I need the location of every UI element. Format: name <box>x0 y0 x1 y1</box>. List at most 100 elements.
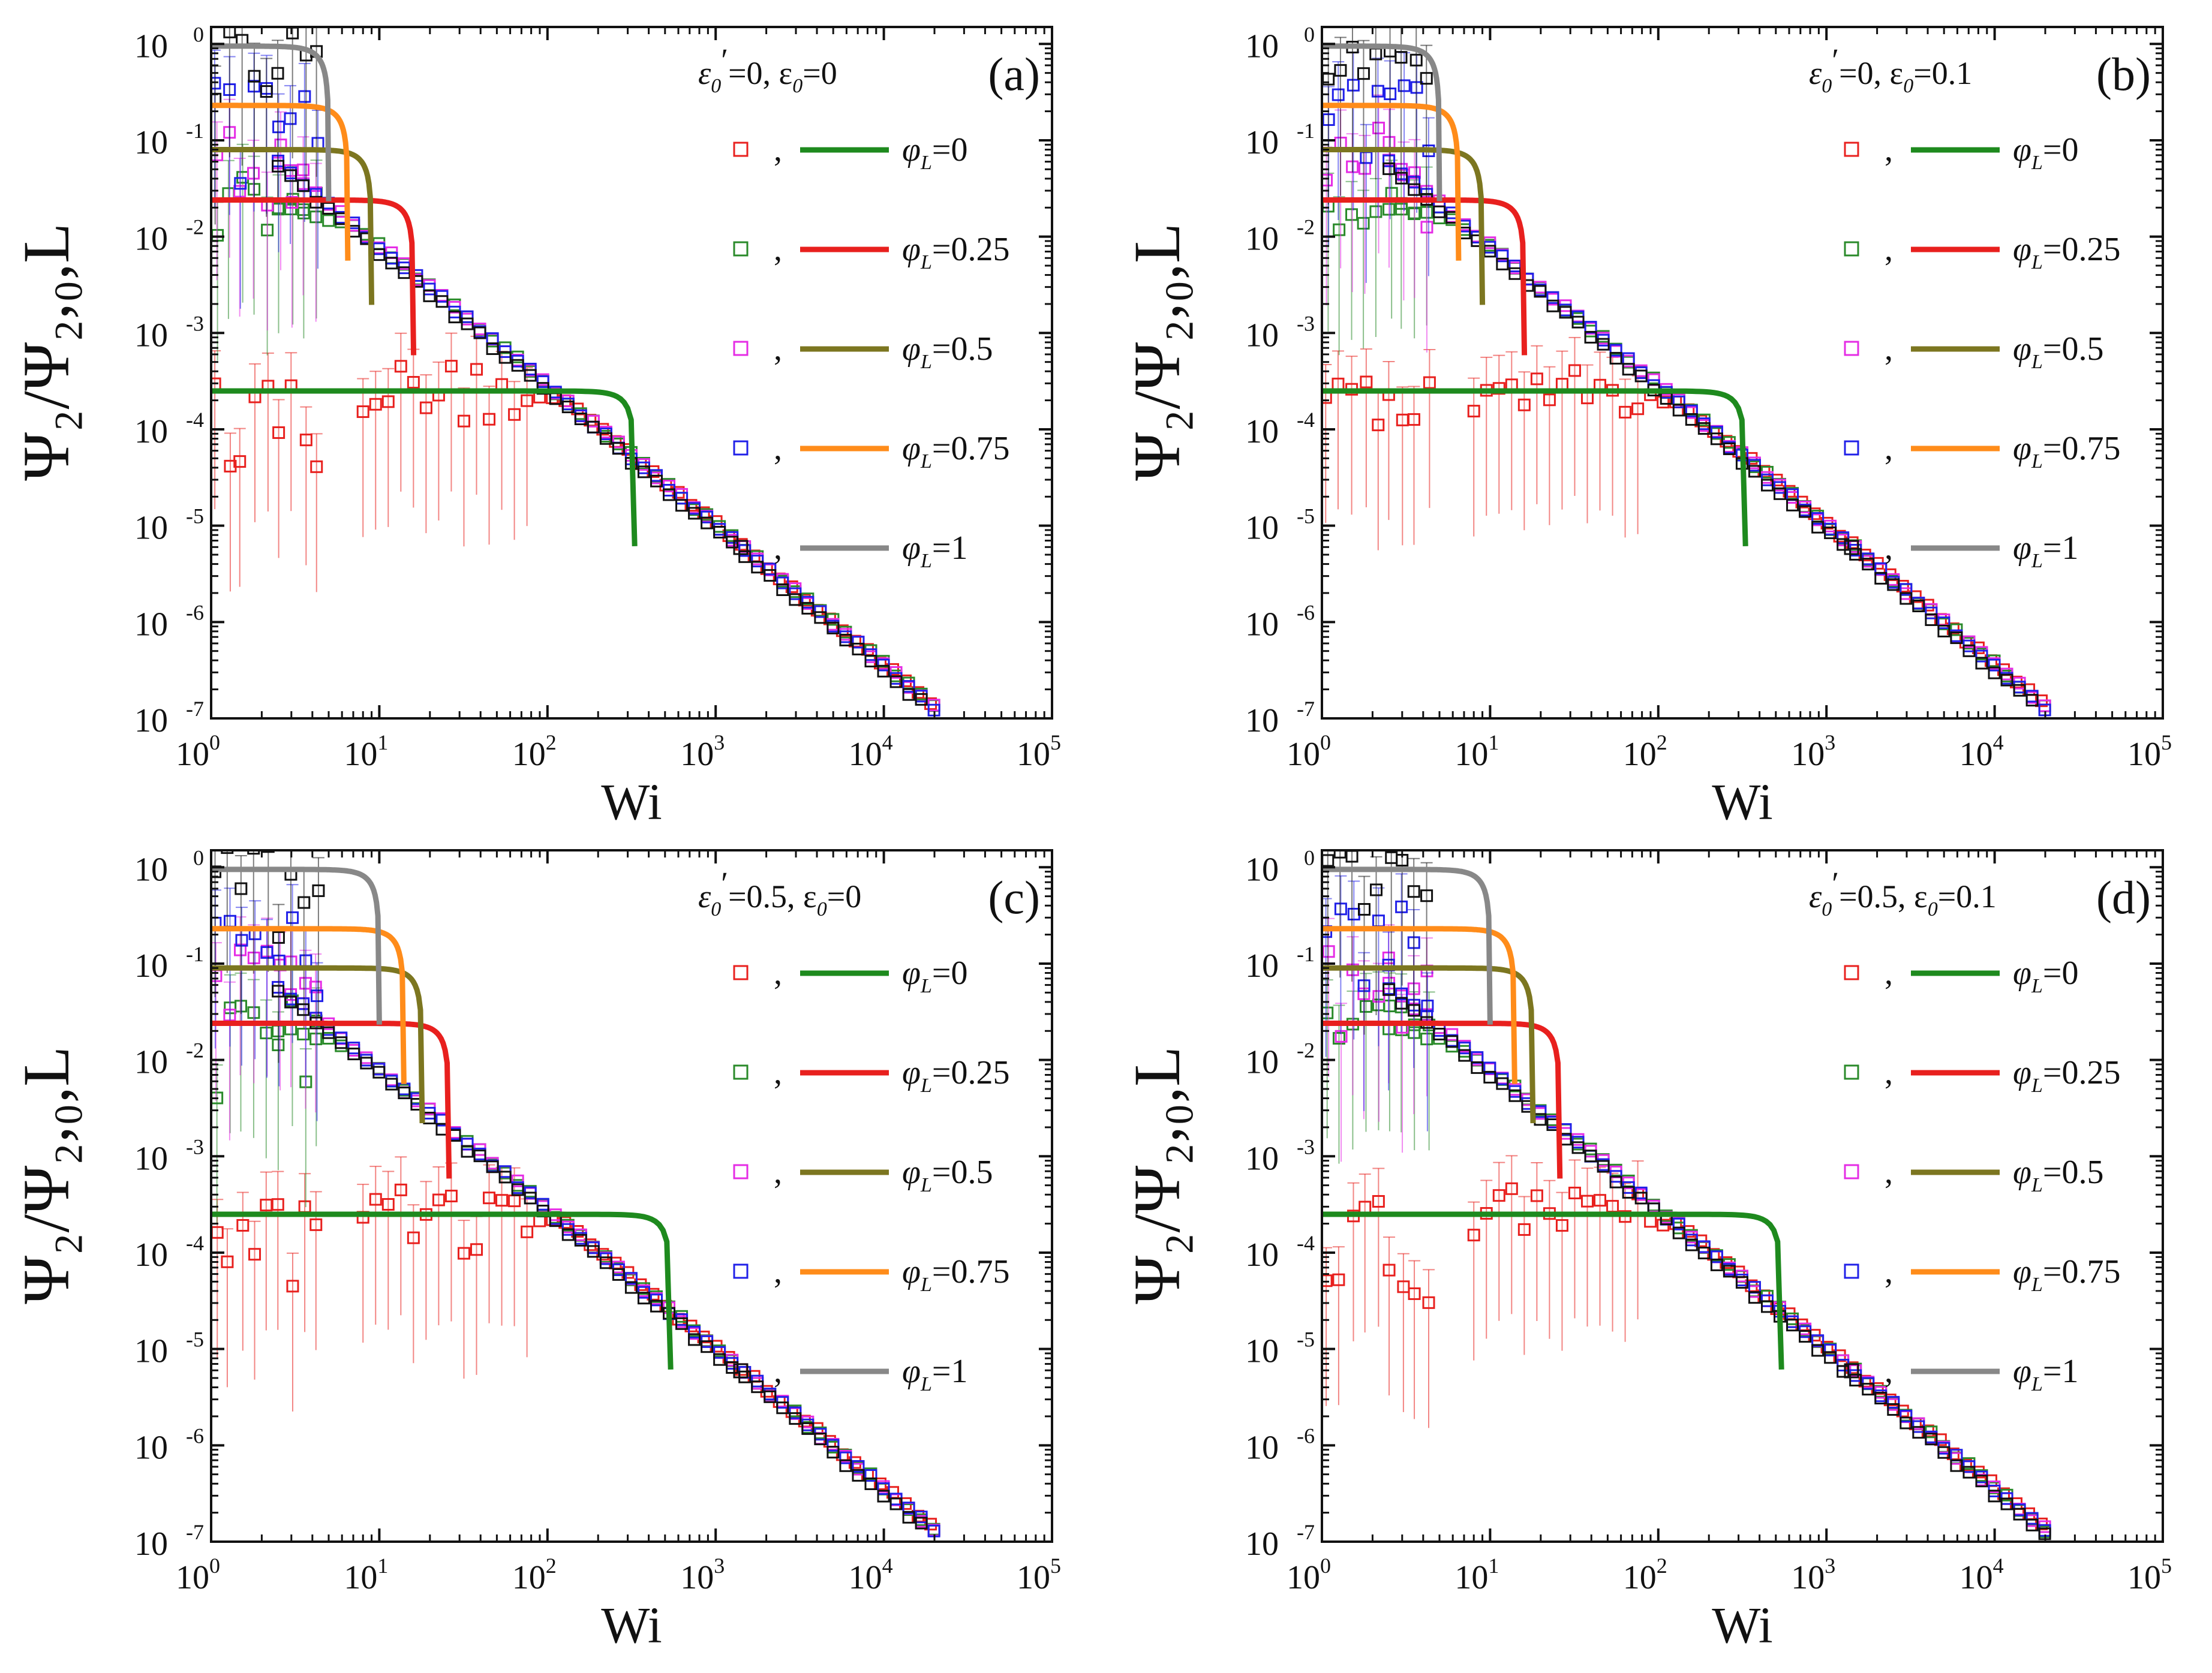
legend-label-4: φL=1 <box>2013 529 2079 572</box>
data-marker <box>915 1516 928 1530</box>
data-marker <box>1672 395 1685 408</box>
data-marker <box>1874 562 1888 575</box>
data-marker <box>1622 1185 1635 1199</box>
data-marker <box>852 1469 865 1482</box>
data-marker <box>1824 526 1837 540</box>
data-marker <box>1559 306 1572 319</box>
data-marker <box>260 85 273 98</box>
data-marker <box>536 375 549 389</box>
data-marker <box>1824 1343 1837 1356</box>
data-marker <box>356 405 369 419</box>
y-tick-label: 10 -6 <box>134 600 204 643</box>
data-marker <box>1433 1024 1446 1037</box>
data-marker <box>360 1057 373 1070</box>
legend-comma: , <box>774 231 782 268</box>
data-marker <box>1697 1240 1711 1253</box>
data-marker <box>1571 315 1585 329</box>
data-marker <box>1471 1061 1484 1074</box>
data-marker <box>1332 1273 1345 1286</box>
data-marker <box>423 282 436 296</box>
data-marker <box>385 257 398 270</box>
data-marker <box>2013 1507 2026 1521</box>
axes-frame <box>1321 849 2164 1543</box>
axes-frame <box>1321 26 2164 720</box>
data-marker <box>473 326 486 339</box>
y-tick-label: 10 -7 <box>134 697 204 739</box>
legend-label-4: φL=1 <box>902 1353 968 1395</box>
data-marker <box>1950 631 1963 645</box>
data-marker <box>1912 600 1925 613</box>
data-marker <box>801 601 815 615</box>
data-marker <box>1657 396 1670 409</box>
data-marker <box>1631 402 1645 416</box>
data-marker <box>1760 1300 1774 1313</box>
data-marker <box>776 583 789 596</box>
data-marker <box>1874 1392 1888 1405</box>
data-marker <box>511 359 524 372</box>
data-marker <box>1508 267 1522 280</box>
tick-marks <box>210 27 1053 720</box>
data-marker <box>322 214 335 227</box>
data-marker <box>713 526 726 539</box>
legend-label-2: φL=0.5 <box>902 1154 993 1196</box>
data-marker <box>521 1225 534 1238</box>
y-tick-label: 10 -7 <box>1245 1520 1315 1563</box>
data-marker <box>889 1497 903 1510</box>
legend-marker-2 <box>733 1164 749 1179</box>
data-marker <box>1372 419 1385 432</box>
y-tick-label: 10 0 <box>134 22 204 65</box>
x-tick-label: 105 <box>2127 730 2172 773</box>
data-marker <box>1357 903 1371 916</box>
data-marker <box>1959 1458 1972 1472</box>
data-marker <box>486 342 499 355</box>
data-marker <box>284 995 297 1009</box>
data-marker <box>1962 644 1976 657</box>
legend-comma: , <box>774 955 782 992</box>
data-marker <box>1433 1032 1446 1045</box>
data-marker <box>624 1272 638 1285</box>
y-tick-label: 10 -4 <box>1245 408 1315 450</box>
data-marker <box>1395 171 1408 185</box>
data-marker <box>385 1078 398 1091</box>
legend-comma: , <box>774 131 782 168</box>
series-markers-4 <box>211 27 928 706</box>
data-marker <box>650 474 663 488</box>
data-marker <box>1322 1274 1333 1287</box>
data-marker <box>1333 223 1346 236</box>
data-marker <box>1420 889 1433 902</box>
data-marker <box>1723 442 1736 455</box>
data-marker <box>1397 79 1411 92</box>
data-marker <box>1395 203 1408 216</box>
data-marker <box>2025 1512 2039 1525</box>
legend-marker-0 <box>733 965 749 980</box>
data-marker <box>1862 1383 1875 1396</box>
data-marker <box>1811 1344 1825 1357</box>
legend-label-1: φL=0.25 <box>2013 1054 2121 1097</box>
data-marker <box>1685 404 1698 417</box>
data-marker <box>688 1326 701 1339</box>
data-marker <box>726 1361 739 1374</box>
y-tick-label: 10 -7 <box>134 1520 204 1563</box>
data-marker <box>286 1280 299 1293</box>
data-marker <box>1371 85 1384 98</box>
data-marker <box>536 1197 549 1211</box>
data-marker <box>473 1150 486 1163</box>
data-marker <box>877 1482 890 1496</box>
legend-marker-4 <box>1844 540 1859 555</box>
data-marker <box>1517 1223 1531 1236</box>
data-marker <box>1622 363 1635 376</box>
theory-curve-3 <box>211 926 407 1084</box>
data-marker <box>1407 413 1420 426</box>
data-marker <box>524 1191 537 1205</box>
x-tick-label: 104 <box>849 1554 893 1596</box>
data-marker <box>1710 426 1723 439</box>
data-marker <box>1584 1150 1597 1163</box>
plot-area <box>211 850 940 1537</box>
data-marker <box>1735 1276 1748 1289</box>
data-marker <box>1420 221 1433 234</box>
data-marker <box>764 1390 777 1403</box>
data-marker <box>335 1036 348 1049</box>
data-marker <box>221 1255 234 1268</box>
y-tick-label: 10 -3 <box>1245 311 1315 354</box>
